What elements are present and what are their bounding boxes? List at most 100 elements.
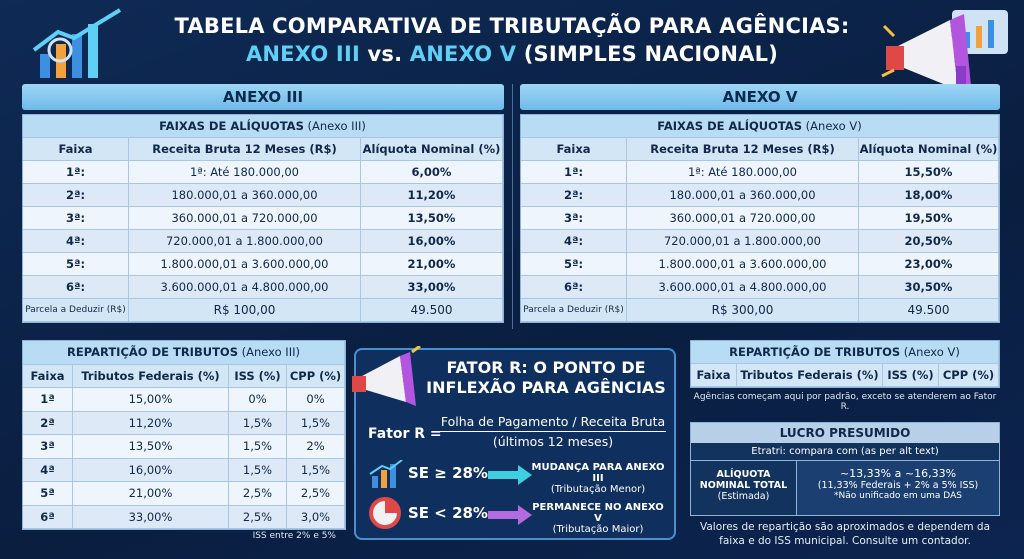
footer-cell: R$ 100,00 [129, 299, 361, 322]
table-title-part: FAIXAS DE ALÍQUOTAS [657, 119, 803, 133]
table-cell: 4ª [23, 458, 73, 482]
table-cell: 360.000,01 a 720.000,00 [627, 207, 859, 230]
detail: (Tributação Maior) [552, 524, 644, 535]
table-cell: 0% [229, 388, 287, 412]
footer-cell: R$ 300,00 [627, 299, 859, 322]
table-cell: 1ª: [23, 161, 129, 184]
arrow [488, 505, 532, 525]
panel-heading: ANEXO V [520, 84, 1000, 110]
table-cell: 23,00% [859, 253, 999, 276]
column-header: CPP (%) [939, 364, 999, 387]
table-title: REPARTIÇÃO DE TRIBUTOS (Anexo V) [691, 341, 999, 364]
table-cell: 1ª [23, 388, 73, 412]
table-cell: 20,50% [859, 230, 999, 253]
table-cell: 2ª: [23, 184, 129, 207]
title-line1: TABELA COMPARATIVA DE TRIBUTAÇÃO PARA AG… [174, 14, 850, 38]
arrow [488, 465, 532, 485]
table-cell: 1ª: Até 180.000,00 [627, 161, 859, 184]
table-title-part: REPARTIÇÃO DE TRIBUTOS [729, 345, 901, 359]
table-cell: 1,5% [229, 458, 287, 482]
footer-cell: 49.500 [859, 299, 999, 322]
megaphone-icon [352, 346, 421, 406]
table-title-part: FAIXAS DE ALÍQUOTAS [159, 119, 304, 133]
growth-icon [369, 460, 403, 488]
table-cell: 16,00% [73, 458, 229, 482]
rule-result: MUDANÇA PARA ANEXO III (Tributação Menor) [528, 462, 668, 495]
table-cell: 13,50% [361, 207, 503, 230]
table-title-part: (Anexo III) [237, 345, 300, 360]
title-part: (SIMPLES NACIONAL) [516, 42, 779, 66]
divider [512, 84, 513, 329]
chart-icon [32, 8, 122, 78]
table-cell: 3ª [23, 435, 73, 459]
footer-cell: Parcela a Deduzir (R$) [23, 299, 129, 322]
title-part: ANEXO V [409, 42, 517, 66]
table-cell: 1,5% [229, 411, 287, 435]
table-cell: 2ª: [521, 184, 627, 207]
table-cell: 1,5% [229, 435, 287, 459]
rates-table: FAIXAS DE ALÍQUOTAS (Anexo III) Faixa Rece… [22, 114, 504, 323]
denominator: (últimos 12 meses) [492, 434, 614, 449]
table-cell: 360.000,01 a 720.000,00 [129, 207, 361, 230]
table-cell: 180.000,01 a 360.000,00 [129, 184, 361, 207]
table-cell: 6ª: [23, 276, 129, 299]
value-detail: (11,33% Federais + 2% a 5% ISS) [817, 480, 979, 491]
column-header: Tributos Federais (%) [73, 364, 229, 388]
table-cell: 1.800.000,01 a 3.600.000,00 [129, 253, 361, 276]
lucro-title: LUCRO PRESUMIDO [691, 423, 999, 443]
rule-result: PERMANECE NO ANEXO V (Tributação Maior) [528, 502, 668, 535]
pie-icon [369, 497, 401, 529]
table-cell: 720.000,01 a 1.800.000,00 [627, 230, 859, 253]
table-cell: 21,00% [361, 253, 503, 276]
numerator: Folha de Pagamento / Receita Bruta [440, 414, 666, 432]
table-cell: 6ª [23, 505, 73, 529]
table-cell: 11,20% [73, 411, 229, 435]
table-cell: 1ª: [521, 161, 627, 184]
label: ALÍQUOTA NOMINAL TOTAL [699, 469, 788, 491]
formula-label: Fator R = [368, 426, 442, 442]
table-cell: 3.600.000,01 a 4.800.000,00 [627, 276, 859, 299]
column-header: Faixa [691, 364, 737, 387]
table-title-part: (Anexo V) [900, 345, 960, 359]
result: MUDANÇA PARA ANEXO III [531, 462, 665, 484]
column-header: Receita Bruta 12 Meses (R$) [627, 138, 859, 161]
table-cell: 2,5% [287, 482, 345, 506]
panel-heading: ANEXO III [22, 84, 504, 110]
megaphone-icon [881, 10, 1008, 100]
label-detail: (Estimada) [717, 491, 770, 502]
table-cell: 5ª: [23, 253, 129, 276]
table-cell: 19,50% [859, 207, 999, 230]
table-cell: 0% [287, 388, 345, 412]
column-header: Alíquota Nominal (%) [361, 138, 503, 161]
distribution-table: REPARTIÇÃO DE TRIBUTOS (Anexo III) Faixa T… [22, 340, 346, 530]
table-cell: 2% [287, 435, 345, 459]
condition: SE < 28% [408, 504, 488, 522]
table-cell: 33,00% [361, 276, 503, 299]
fator-r-box: FATOR R: O PONTO DE INFLEXÃO PARA AGÊNCI… [352, 346, 676, 540]
footer-cell: Parcela a Deduzir (R$) [521, 299, 627, 322]
table-cell: 4ª: [23, 230, 129, 253]
footer-cell: 49.500 [361, 299, 503, 322]
detail: (Tributação Menor) [550, 484, 646, 495]
table-cell: 30,50% [859, 276, 999, 299]
table-cell: 5ª [23, 482, 73, 506]
table-cell: 3ª: [521, 207, 627, 230]
table-cell: 15,50% [859, 161, 999, 184]
title-part: ANEXO III [245, 42, 360, 66]
note: ISS entre 2% e 5% [252, 531, 336, 541]
title-part: vs. [359, 42, 410, 66]
lucro-box: LUCRO PRESUMIDO Etratri: compara com (as… [690, 422, 1000, 516]
lucro-value: ~13,33% a ~16,33% (11,33% Federais + 2% a… [797, 461, 999, 515]
rates-table: FAIXAS DE ALÍQUOTAS (Anexo V) Faixa Receit… [520, 114, 1000, 323]
result: PERMANECE NO ANEXO V [532, 502, 664, 524]
column-header: Faixa [23, 364, 73, 388]
note: Agências começam aqui por padrão, exceto… [693, 392, 997, 412]
distribution-table: REPARTIÇÃO DE TRIBUTOS (Anexo V) Faixa Tri… [690, 340, 1000, 388]
table-cell: 4ª: [521, 230, 627, 253]
column-header: ISS (%) [229, 364, 287, 388]
table-cell: 2,5% [229, 482, 287, 506]
table-cell: 180.000,01 a 360.000,00 [627, 184, 859, 207]
condition: SE ≥ 28% [408, 464, 488, 482]
table-cell: 15,00% [73, 388, 229, 412]
column-header: CPP (%) [287, 364, 345, 388]
